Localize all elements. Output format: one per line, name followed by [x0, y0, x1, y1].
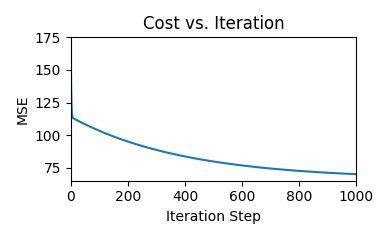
Title: Cost vs. Iteration: Cost vs. Iteration	[143, 15, 284, 33]
X-axis label: Iteration Step: Iteration Step	[166, 210, 261, 224]
Y-axis label: MSE: MSE	[15, 94, 29, 124]
